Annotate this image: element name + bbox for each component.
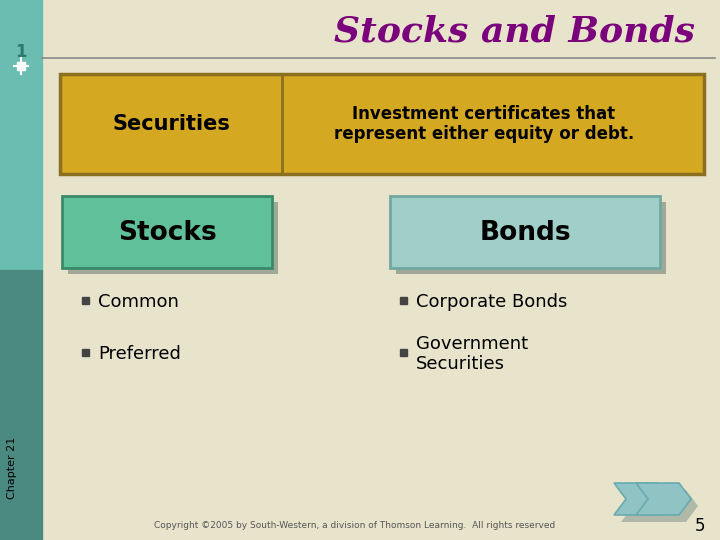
FancyBboxPatch shape: [62, 196, 272, 268]
Text: Bonds: Bonds: [480, 220, 571, 246]
Bar: [17, 62, 25, 70]
Text: Government
Securities: Government Securities: [416, 335, 528, 373]
Bar: [0, 270, 42, 540]
Bar: [0, 0, 42, 270]
Text: Common: Common: [98, 293, 179, 311]
Text: Investment certificates that
represent either equity or debt.: Investment certificates that represent e…: [334, 105, 634, 144]
Bar: [400, 297, 407, 304]
Text: 5: 5: [695, 517, 706, 535]
Bar: [82, 297, 89, 304]
Text: Copyright ©2005 by South-Western, a division of Thomson Learning.  All rights re: Copyright ©2005 by South-Western, a divi…: [154, 522, 556, 530]
Text: 1: 1: [15, 43, 27, 61]
Text: Stocks: Stocks: [117, 220, 217, 246]
FancyBboxPatch shape: [68, 202, 278, 274]
Polygon shape: [621, 490, 676, 522]
Bar: [400, 349, 407, 356]
Bar: [82, 349, 89, 356]
Polygon shape: [614, 483, 669, 515]
FancyBboxPatch shape: [396, 202, 666, 274]
Text: Corporate Bonds: Corporate Bonds: [416, 293, 567, 311]
Polygon shape: [643, 490, 698, 522]
FancyBboxPatch shape: [60, 74, 704, 174]
FancyBboxPatch shape: [390, 196, 660, 268]
Text: Preferred: Preferred: [98, 345, 181, 363]
Text: Stocks and Bonds: Stocks and Bonds: [334, 15, 695, 49]
Text: Securities: Securities: [112, 114, 230, 134]
Text: Chapter 21: Chapter 21: [7, 437, 17, 499]
Polygon shape: [636, 483, 691, 515]
